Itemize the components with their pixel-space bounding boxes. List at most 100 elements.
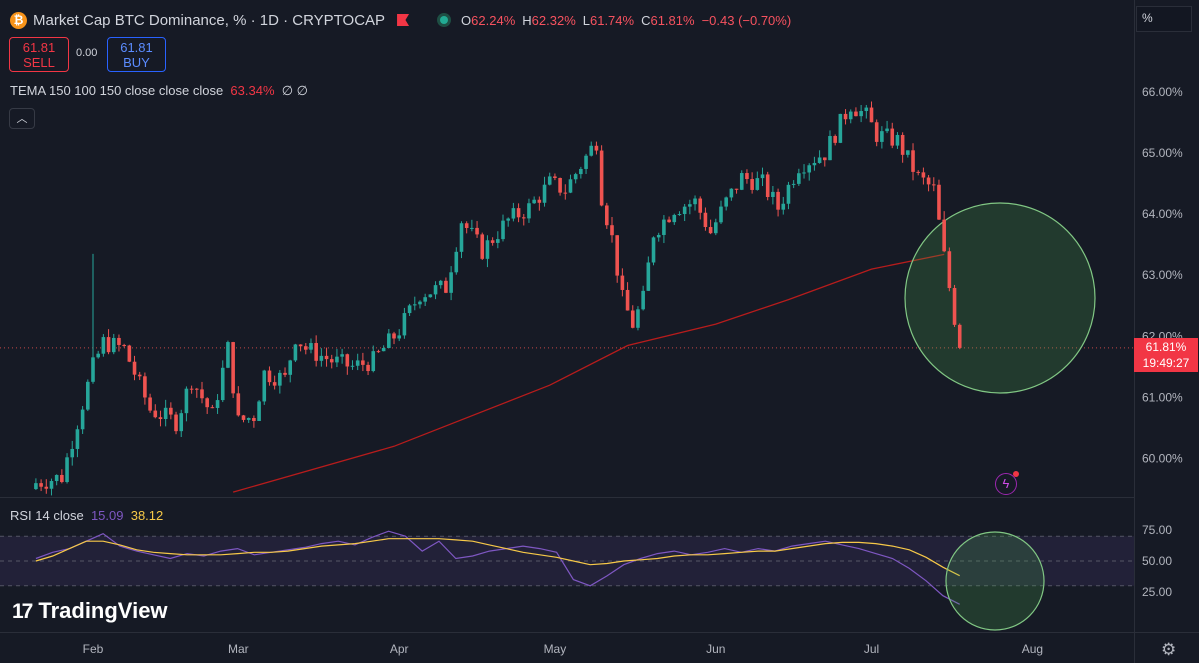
candle-body xyxy=(563,192,568,194)
candle-body xyxy=(553,176,557,178)
candle-body xyxy=(636,309,640,328)
price-scale-unit-button[interactable]: % xyxy=(1136,6,1192,32)
candle-body xyxy=(755,178,760,190)
symbol-title[interactable]: Market Cap BTC Dominance, % · 1D · CRYPT… xyxy=(33,11,386,29)
tradingview-logo[interactable]: 17 TradingView xyxy=(12,598,168,624)
rsi-legend[interactable]: RSI 14 close 15.09 38.12 xyxy=(10,508,163,523)
candle-body xyxy=(454,251,459,273)
candle-body xyxy=(693,198,697,205)
candle-body xyxy=(39,483,43,487)
candle-body xyxy=(677,214,682,216)
rsi-ma-value: 38.12 xyxy=(130,508,164,523)
candle-body xyxy=(656,234,661,238)
chevron-up-icon: ︿ xyxy=(16,113,28,125)
tema-legend[interactable]: TEMA 150 100 150 close close close 63.34… xyxy=(10,83,308,99)
lightning-icon[interactable]: ϟ xyxy=(995,471,1019,495)
candle-body xyxy=(916,171,921,173)
candle-body xyxy=(127,345,132,362)
last-price-tag: 61.81% 19:49:27 xyxy=(1134,338,1198,372)
candle-body xyxy=(44,486,49,489)
candle-body xyxy=(293,344,298,361)
candle-body xyxy=(169,407,173,415)
candle-body xyxy=(91,357,95,382)
candle-body xyxy=(195,388,199,390)
candle-body xyxy=(688,204,692,207)
spread-value: 0.00 xyxy=(76,47,98,59)
candle-body xyxy=(542,184,547,203)
time-tick-label: Feb xyxy=(83,642,104,656)
candle-body xyxy=(335,356,339,363)
candle-body xyxy=(807,165,812,173)
tema-label: TEMA 150 100 150 close close close xyxy=(10,83,224,98)
buy-label: BUY xyxy=(123,55,150,70)
flag-icon[interactable] xyxy=(397,14,410,26)
candle-body xyxy=(267,370,272,383)
candle-body xyxy=(137,374,142,377)
candle-body xyxy=(428,294,433,298)
rsi-pane xyxy=(0,530,1134,631)
candle-body xyxy=(599,150,604,206)
price-tick-label: 63.00% xyxy=(1142,268,1183,282)
candle-body xyxy=(739,173,744,190)
chart-header: ₿ Market Cap BTC Dominance, % · 1D · CRY… xyxy=(10,9,798,31)
candle-body xyxy=(70,448,75,458)
candle-body xyxy=(86,381,90,410)
candle-body xyxy=(366,364,370,372)
candle-body xyxy=(345,354,350,367)
candle-body xyxy=(324,355,329,360)
ohlc-change: −0.43 (−0.70%) xyxy=(701,12,792,28)
candle-body xyxy=(215,400,220,408)
candle-body xyxy=(163,407,168,419)
tema-layer xyxy=(232,202,1096,493)
candle-body xyxy=(516,208,521,218)
candle-body xyxy=(252,417,256,422)
candle-body xyxy=(745,173,749,180)
candle-body xyxy=(610,225,614,236)
logo-mark: 17 xyxy=(12,600,33,623)
candle-body xyxy=(184,388,189,414)
buy-button[interactable]: 61.81 BUY xyxy=(107,37,166,72)
price-tick-label: 65.00% xyxy=(1142,146,1183,160)
candle-body xyxy=(226,342,230,368)
rsi-highlight-circle xyxy=(945,531,1045,631)
time-tick-label: May xyxy=(544,642,567,656)
price-tick-label: 60.00% xyxy=(1142,452,1183,466)
candle-body xyxy=(506,218,510,221)
sell-button[interactable]: 61.81 SELL xyxy=(9,37,69,72)
candle-body xyxy=(937,184,941,220)
collapse-legend-button[interactable]: ︿ xyxy=(9,108,35,129)
candle-body xyxy=(786,184,791,204)
candle-body xyxy=(438,280,443,286)
candle-body xyxy=(822,157,827,161)
candle-body xyxy=(236,393,241,416)
sell-price: 61.81 xyxy=(22,40,56,55)
candle-body xyxy=(537,199,542,203)
rsi-tick-label: 75.00 xyxy=(1142,523,1172,537)
time-tick-label: Aug xyxy=(1022,642,1043,656)
candle-body xyxy=(75,429,80,449)
candle-body xyxy=(101,337,106,354)
candle-body xyxy=(200,389,204,399)
candle-body xyxy=(397,335,402,339)
candle-body xyxy=(464,223,469,229)
rsi-value: 15.09 xyxy=(90,508,124,523)
bitcoin-icon: ₿ xyxy=(10,11,27,29)
candle-body xyxy=(246,417,251,420)
candle-body xyxy=(817,157,822,163)
candle-body xyxy=(111,337,116,353)
candle-body xyxy=(579,168,583,175)
candle-body xyxy=(708,227,713,234)
candle-body xyxy=(189,388,194,390)
candle-body xyxy=(501,220,505,240)
candle-body xyxy=(558,177,562,193)
price-tick-label: 64.00% xyxy=(1142,207,1183,221)
candle-body xyxy=(80,409,85,430)
candle-body xyxy=(906,150,910,155)
candle-body xyxy=(880,131,884,142)
candle-body xyxy=(96,353,100,358)
gear-icon[interactable]: ⚙ xyxy=(1161,640,1177,659)
candle-body xyxy=(890,128,895,146)
candle-body xyxy=(444,280,448,293)
candle-body xyxy=(854,111,858,117)
